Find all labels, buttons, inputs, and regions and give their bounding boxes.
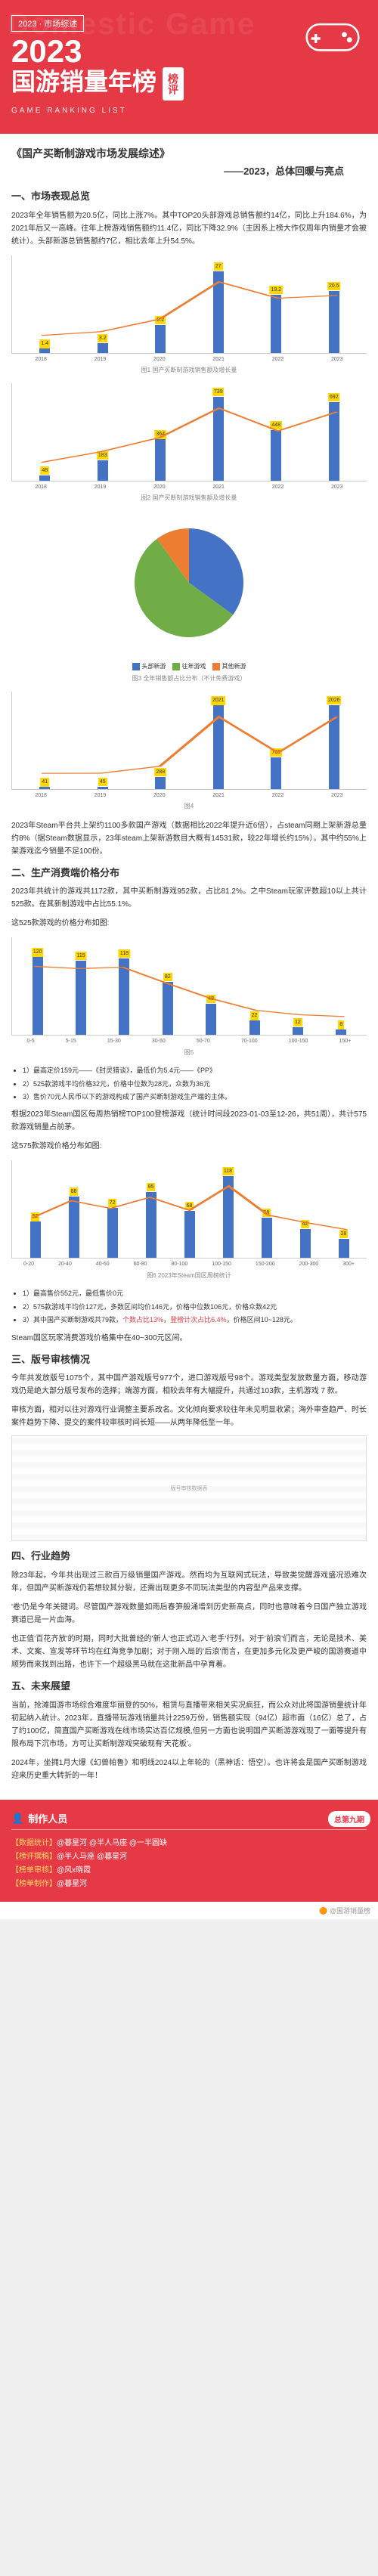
chart-1-caption: 图1 国产买断制游戏销售额及增长量 bbox=[11, 366, 367, 376]
section-1-para-2: 2023年Steam平台共上架约1100多款国产游戏（数据相比2022年提升近6… bbox=[11, 819, 367, 858]
header: Domestic Game 2023 · 市场综述 2023 国游销量年榜 榜评… bbox=[0, 0, 378, 134]
gamepad-icon bbox=[299, 11, 367, 57]
header-sub: GAME RANKING LIST bbox=[11, 107, 367, 115]
section-4-para-2: '卷'仍是今年关键词。尽管国产游戏数量如雨后春笋般涌增到历史新高点，同时也意味着… bbox=[11, 1601, 367, 1627]
footer-title: 👤 制作人员 bbox=[11, 1811, 367, 1830]
section-3-para-2: 审核方面，相对以往对游戏行业调整主要系改名。文化倾向要求较往年未见明显收紧；海外… bbox=[11, 1404, 367, 1429]
section-5-heading: 五、未来展望 bbox=[11, 1679, 367, 1695]
section-4-para-1: 除23年起，今年共出现过三款百万级销量国产游戏。然而均为互联网式玩法，导致类觉醒… bbox=[11, 1569, 367, 1595]
weibo-tag: 🟠 @国游销量榜 bbox=[0, 1902, 378, 1919]
notes-2: 1）最高售价552元，最低售价0元2）575款游戏平均价127元，多数区间均价1… bbox=[11, 1288, 367, 1325]
watermark: Domestic Game bbox=[8, 8, 256, 42]
header-title: 国游销量年榜 bbox=[11, 69, 156, 95]
doc-subtitle: ——2023，总体回暖与亮点 bbox=[11, 164, 367, 180]
chart-3-caption: 图4 bbox=[11, 802, 367, 812]
mid-para-1: 根据2023年Steam国区每周热销榜TOP100登榜游戏（统计时间段2023-… bbox=[11, 1108, 367, 1134]
notes-1: 1）最高定价159元——《封灵猎谈》，最低价为5.4元——《PP》2）525款游… bbox=[11, 1065, 367, 1102]
section-1-para-1: 2023年全年销售额为20.5亿，同比上涨7%。其中TOP20头部游戏总销售额约… bbox=[11, 209, 367, 248]
chart-5: 5288729568118584228 0-2020-4040-6060-808… bbox=[11, 1160, 367, 1280]
chart-3: 414528820217602026 201820192020202120222… bbox=[11, 692, 367, 812]
section-5-para-1: 当前，抢滩国游市场综合难度华丽登的50%，租赁与直播带来相关实况疯狂，而公众对此… bbox=[11, 1699, 367, 1751]
person-icon: 👤 bbox=[11, 1813, 23, 1825]
doc-title: 《国产买断制游戏市场发展综述》 bbox=[11, 145, 367, 162]
page-badge: 总第九期 bbox=[328, 1811, 370, 1827]
content: 《国产买断制游戏市场发展综述》 ——2023，总体回暖与亮点 一、市场表现总览 … bbox=[0, 134, 378, 1800]
section-2-para-1: 2023年共统计的游戏共1172款，其中买断制游戏952款，占比81.2%。之中… bbox=[11, 885, 367, 911]
section-3-para-1: 今年共发放版号1075个，其中国产游戏版号977个，进口游戏版号98个。游戏类型… bbox=[11, 1372, 367, 1398]
section-4-heading: 四、行业趋势 bbox=[11, 1549, 367, 1565]
header-badge: 榜评 bbox=[163, 67, 184, 101]
chart-4: 120115118824822128 0-55-1515-3030-5050-7… bbox=[11, 937, 367, 1057]
steam-para: Steam国区玩家消费游戏价格集中在40~300元区间。 bbox=[11, 1332, 367, 1345]
chart-2-caption: 图2 国产买断制游戏销售额及增长量 bbox=[11, 494, 367, 503]
section-5-para-2: 2024年，坐拥1月大爆《幻兽帕鲁》和明线2024以上年轮的（黑神话：悟空）。也… bbox=[11, 1757, 367, 1782]
chart-2: 48183364739448692 2018201920202021202220… bbox=[11, 383, 367, 503]
section-4-para-3: 也正值'百花齐放'的时期，同时大批曾经的'新人'也正式迈入'老手'行列。对于'前… bbox=[11, 1633, 367, 1671]
pie-chart: 头部新游往年游戏其他新游 图3 全年销售额占比分布（不计免费游戏） bbox=[11, 515, 367, 684]
chart-4-caption: 图5 bbox=[11, 1048, 367, 1058]
chart-5-caption: 图6 2023年Steam国区周榜统计 bbox=[11, 1271, 367, 1281]
mid-para-2: 这575款游戏价格分布如图: bbox=[11, 1140, 367, 1153]
section-3-heading: 三、版号审核情况 bbox=[11, 1352, 367, 1368]
approval-table: 版号审核数据表 bbox=[11, 1435, 367, 1541]
section-1-heading: 一、市场表现总览 bbox=[11, 189, 367, 205]
section-2-heading: 二、生产消费端价格分布 bbox=[11, 865, 367, 881]
chart-1: 1.43.29.22719.220.5 20182019202020212022… bbox=[11, 255, 367, 376]
section-2-para-2: 这525款游戏的价格分布如图: bbox=[11, 917, 367, 930]
footer: 总第九期 👤 制作人员 【数据统计】@暮星河 @半人马座 @一半圆缺【榜评撰稿】… bbox=[0, 1800, 378, 1902]
pie-caption: 图3 全年销售额占比分布（不计免费游戏） bbox=[11, 674, 367, 684]
